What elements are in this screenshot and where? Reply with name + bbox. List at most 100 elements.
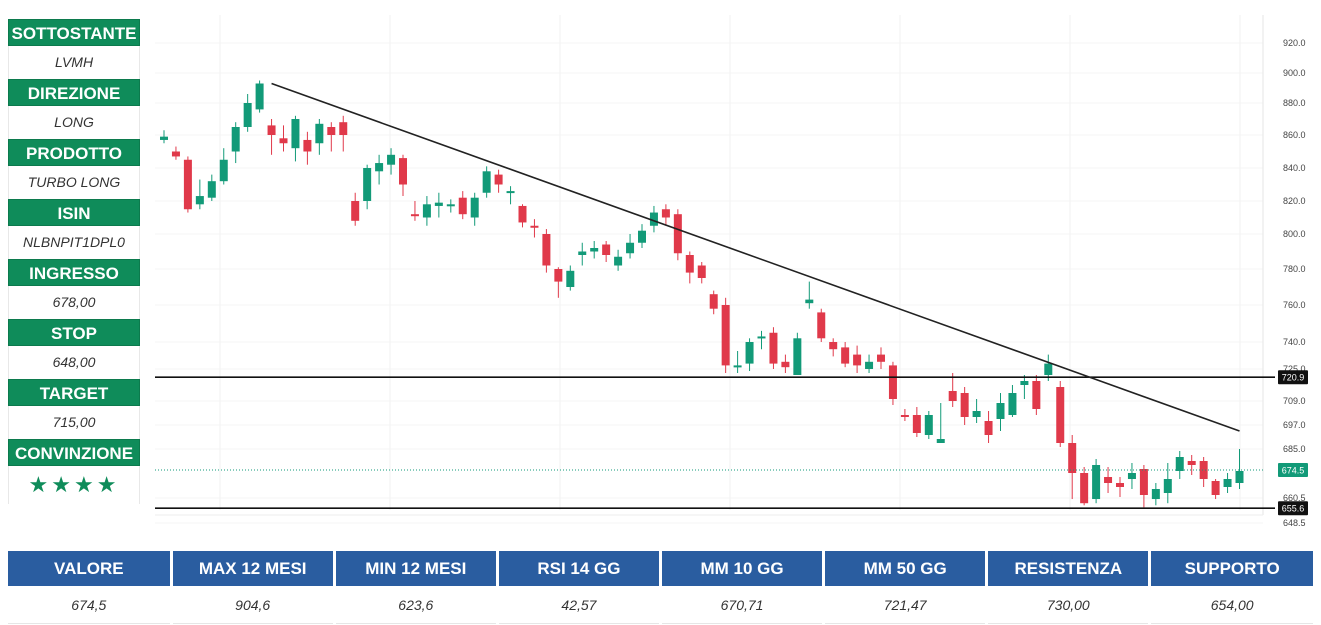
candle	[948, 373, 957, 407]
candle	[685, 251, 694, 284]
value-isin: NLBNPIT1DPL0	[8, 226, 140, 259]
candle	[422, 196, 431, 226]
value-supporto: 654,00	[1149, 586, 1313, 624]
candle-body	[638, 230, 646, 243]
candle-body	[375, 163, 384, 172]
candle	[506, 186, 515, 205]
price-tag	[1278, 463, 1308, 477]
price-tag-label: 720.9	[1282, 373, 1305, 383]
candle-body	[697, 265, 706, 278]
candle	[841, 342, 850, 368]
candle	[721, 297, 730, 373]
candle	[160, 130, 168, 144]
candle	[888, 361, 897, 405]
candle-body	[590, 248, 599, 252]
y-tick-label: 648.5	[1283, 518, 1306, 528]
parameters-sidebar: SOTTOSTANTE LVMH DIREZIONE LONG PRODOTTO…	[8, 19, 140, 504]
candle	[661, 204, 670, 226]
candle	[207, 174, 216, 201]
candle	[375, 154, 384, 185]
candle	[566, 265, 575, 291]
candle	[865, 354, 874, 373]
candle-body	[1163, 479, 1172, 493]
candle-body	[1127, 473, 1136, 479]
candle	[602, 241, 611, 262]
candle	[518, 204, 527, 228]
candle	[1032, 375, 1041, 415]
candle-body	[1116, 483, 1124, 487]
label-target: TARGET	[8, 379, 140, 406]
candle	[554, 267, 563, 298]
value-min-12-mesi: 623,6	[334, 586, 499, 624]
candle-body	[291, 119, 300, 149]
header-mm-50-gg: MM 50 GG	[823, 551, 989, 586]
header-min-12-mesi: MIN 12 MESI	[334, 551, 499, 586]
candle	[649, 205, 658, 233]
candle	[434, 192, 443, 218]
candle	[900, 409, 909, 421]
value-mm-10-gg: 670,71	[660, 586, 826, 624]
candle	[470, 192, 479, 226]
label-prodotto: PRODOTTO	[8, 139, 140, 166]
candle-body	[303, 139, 312, 152]
candle-body	[661, 209, 670, 218]
price-tag	[1278, 370, 1308, 385]
candle-body	[231, 127, 240, 152]
candle-body	[422, 204, 431, 218]
candle-body	[482, 171, 491, 193]
candle-body	[219, 159, 228, 182]
candle	[829, 338, 838, 357]
candle-body	[865, 361, 874, 369]
candle	[638, 224, 646, 248]
candle-body	[1175, 457, 1184, 471]
candle	[446, 199, 455, 213]
candle-body	[195, 196, 204, 205]
candle-body	[1080, 473, 1089, 504]
value-resistenza: 730,00	[986, 586, 1152, 624]
candle	[1211, 479, 1220, 500]
candle	[697, 262, 706, 284]
candlestick-series	[160, 80, 1244, 508]
candle	[733, 351, 742, 373]
candle	[399, 154, 407, 197]
header-supporto: SUPPORTO	[1149, 551, 1313, 586]
candle-body	[1032, 381, 1041, 409]
candle-body	[542, 234, 551, 266]
header-resistenza: RESISTENZA	[986, 551, 1152, 586]
value-rsi-14-gg: 42,57	[497, 586, 663, 624]
candle	[1139, 465, 1148, 508]
candle-body	[948, 391, 957, 401]
candle-body	[1020, 381, 1029, 385]
label-isin: ISIN	[8, 199, 140, 226]
value-ingresso: 678,00	[8, 286, 140, 319]
candle-body	[1104, 477, 1113, 483]
candle	[984, 411, 993, 443]
candle	[494, 169, 503, 193]
y-tick-label: 660.5	[1283, 493, 1306, 503]
candle-body	[781, 361, 790, 368]
candle	[363, 164, 372, 210]
candle-body	[841, 347, 850, 364]
candle	[1223, 473, 1232, 493]
candle-body	[315, 123, 324, 144]
candle-body	[1068, 443, 1077, 473]
y-tick-label: 860.0	[1283, 130, 1306, 140]
candle	[219, 148, 228, 185]
candle-body	[470, 197, 479, 218]
candle-body	[566, 270, 575, 287]
candle-body	[351, 201, 360, 221]
candle-body	[972, 411, 981, 417]
candle-body	[1139, 469, 1148, 495]
candle-body	[171, 151, 180, 157]
candle	[243, 94, 252, 132]
candle-body	[1151, 489, 1160, 500]
candle-body	[912, 415, 921, 433]
candle-body	[685, 255, 694, 273]
candle	[853, 345, 862, 373]
candle	[781, 354, 790, 373]
candle	[1127, 463, 1136, 489]
rating-stars-icon: ★★★★	[8, 466, 140, 504]
candle	[757, 330, 766, 350]
y-tick-label: 780.0	[1283, 264, 1306, 274]
candle	[279, 125, 288, 152]
